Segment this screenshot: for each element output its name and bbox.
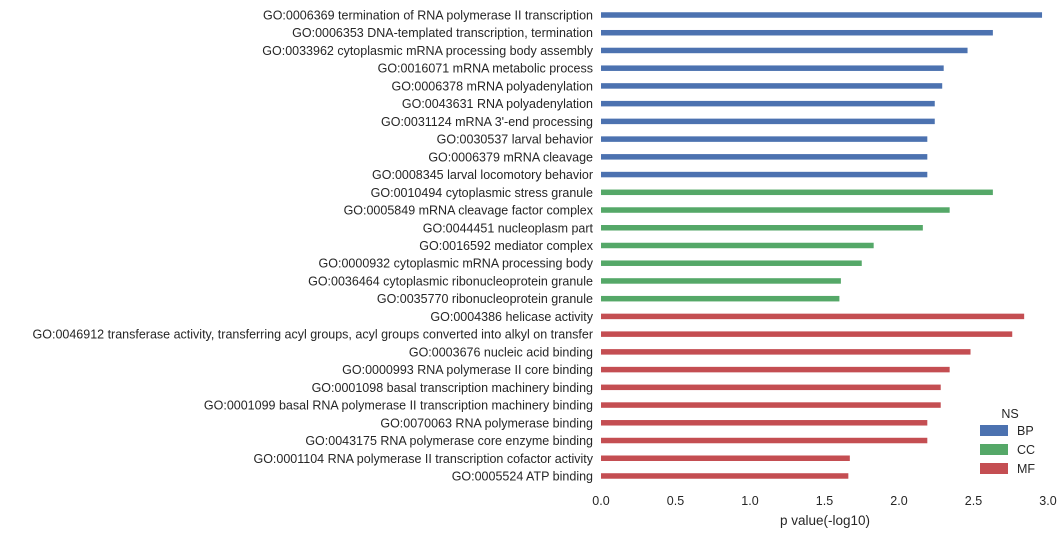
- bar-bp: [601, 100, 935, 107]
- x-tick-label: 0.0: [592, 494, 609, 508]
- category-label: GO:0001099 basal RNA polymerase II trans…: [204, 399, 593, 413]
- bar-mf: [601, 473, 849, 479]
- category-label: GO:0016592 mediator complex: [419, 239, 593, 253]
- category-label: GO:0046912 transferase activity, transfe…: [33, 328, 593, 342]
- x-tick-label: 2.5: [965, 494, 982, 508]
- x-tick-label: 1.0: [741, 494, 758, 508]
- x-tick-label: 0.5: [667, 494, 684, 508]
- category-label: GO:0033962 cytoplasmic mRNA processing b…: [262, 44, 593, 58]
- bar-bp: [601, 118, 935, 125]
- legend-swatch-mf: [980, 463, 1008, 474]
- category-label: GO:0004386 helicase activity: [430, 310, 593, 324]
- bar-mf: [601, 384, 941, 391]
- bar-bp: [601, 154, 928, 160]
- bars: [601, 12, 1043, 479]
- legend-label-mf: MF: [1017, 462, 1035, 476]
- bar-bp: [601, 83, 943, 89]
- category-label: GO:0010494 cytoplasmic stress granule: [371, 186, 593, 200]
- legend-label-cc: CC: [1017, 443, 1035, 457]
- bar-cc: [601, 295, 840, 302]
- x-axis: 0.0 0.5 1.0 1.5 2.0 2.5 3.0: [592, 494, 1056, 508]
- bar-mf: [601, 437, 928, 444]
- bar-bp: [601, 47, 968, 54]
- category-label: GO:0000993 RNA polymerase II core bindin…: [342, 363, 593, 377]
- category-label: GO:0005849 mRNA cleavage factor complex: [344, 204, 594, 218]
- bar-bp: [601, 171, 928, 178]
- bar-bp: [601, 29, 993, 36]
- bar-cc: [601, 260, 862, 266]
- bar-bp: [601, 12, 1043, 18]
- bar-mf: [601, 402, 941, 408]
- category-label: GO:0006378 mRNA polyadenylation: [391, 79, 593, 93]
- bar-mf: [601, 455, 850, 461]
- x-tick-label: 1.5: [816, 494, 833, 508]
- category-labels: GO:0006369 termination of RNA polymerase…: [33, 9, 594, 484]
- category-label: GO:0035770 ribonucleoprotein granule: [377, 292, 593, 306]
- bar-bp: [601, 136, 928, 142]
- bar-mf: [601, 366, 950, 373]
- category-label: GO:0008345 larval locomotory behavior: [372, 168, 593, 182]
- bar-mf: [601, 420, 928, 426]
- category-label: GO:0006353 DNA-templated transcription, …: [292, 26, 593, 40]
- bar-cc: [601, 207, 950, 213]
- bar-mf: [601, 349, 971, 355]
- bar-cc: [601, 189, 993, 196]
- category-label: GO:0031124 mRNA 3'-end processing: [381, 115, 593, 129]
- category-label: GO:0000932 cytoplasmic mRNA processing b…: [319, 257, 594, 271]
- legend-title: NS: [1001, 407, 1018, 421]
- category-label: GO:0043631 RNA polyadenylation: [402, 97, 593, 111]
- bar-mf: [601, 313, 1025, 320]
- legend-swatch-bp: [980, 425, 1008, 436]
- category-label: GO:0070063 RNA polymerase binding: [380, 416, 593, 430]
- legend-swatch-cc: [980, 444, 1008, 455]
- category-label: GO:0030537 larval behavior: [437, 133, 593, 147]
- legend-label-bp: BP: [1017, 424, 1034, 438]
- x-tick-label: 3.0: [1039, 494, 1056, 508]
- category-label: GO:0001098 basal transcription machinery…: [312, 381, 593, 395]
- category-label: GO:0001104 RNA polymerase II transcripti…: [253, 452, 593, 466]
- category-label: GO:0003676 nucleic acid binding: [409, 345, 593, 359]
- x-axis-label: p value(-log10): [780, 513, 870, 528]
- legend: NS BP CC MF: [980, 407, 1035, 476]
- bar-cc: [601, 278, 841, 284]
- category-label: GO:0006369 termination of RNA polymerase…: [263, 9, 593, 23]
- category-label: GO:0044451 nucleoplasm part: [423, 221, 594, 235]
- category-label: GO:0006379 mRNA cleavage: [428, 150, 593, 164]
- bar-cc: [601, 225, 923, 231]
- category-label: GO:0036464 cytoplasmic ribonucleoprotein…: [308, 274, 593, 288]
- bar-bp: [601, 65, 944, 71]
- bar-cc: [601, 242, 874, 249]
- category-label: GO:0016071 mRNA metabolic process: [378, 62, 593, 76]
- bar-mf: [601, 331, 1013, 337]
- x-tick-label: 2.0: [890, 494, 907, 508]
- category-label: GO:0043175 RNA polymerase core enzyme bi…: [305, 434, 593, 448]
- category-label: GO:0005524 ATP binding: [452, 469, 593, 483]
